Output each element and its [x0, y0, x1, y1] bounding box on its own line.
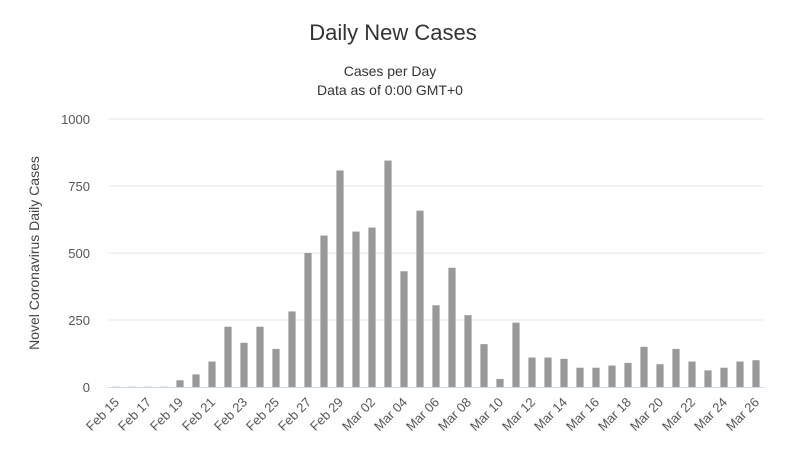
bar [448, 267, 456, 387]
bar [192, 374, 200, 387]
bar [400, 271, 408, 387]
bar [640, 346, 648, 387]
x-tick-label: Feb 21 [179, 395, 218, 434]
x-tick-label: Mar 02 [339, 395, 378, 434]
bar [704, 370, 712, 387]
bar [624, 362, 632, 387]
x-tick-label: Mar 24 [691, 395, 730, 434]
y-axis-ticks: 0 250 500 750 1000 [61, 112, 90, 395]
x-tick-label: Mar 08 [435, 395, 474, 434]
bar [320, 235, 328, 387]
bar [416, 210, 424, 387]
x-tick-label: Feb 17 [115, 395, 154, 434]
y-tick-label: 250 [68, 313, 90, 328]
x-tick-label: Mar 14 [531, 395, 570, 434]
x-tick-label: Feb 19 [147, 395, 186, 434]
x-tick-label: Mar 10 [467, 395, 506, 434]
x-tick-label: Mar 18 [595, 395, 634, 434]
x-tick-label: Mar 22 [659, 395, 698, 434]
y-axis-label: Novel Coronavirus Daily Cases [26, 156, 42, 350]
bar [384, 160, 392, 387]
x-tick-label: Mar 06 [403, 395, 442, 434]
chart-title: Daily New Cases [309, 20, 477, 45]
y-tick-label: 1000 [61, 112, 90, 127]
bar [288, 311, 296, 387]
x-tick-label: Mar 12 [499, 395, 538, 434]
bar [240, 342, 248, 387]
bar [496, 378, 504, 387]
bar [352, 231, 360, 387]
bar [720, 367, 728, 387]
chart-subtitle-line-2: Data as of 0:00 GMT+0 [317, 82, 463, 98]
bar [688, 361, 696, 387]
bar [480, 344, 488, 387]
bar [656, 364, 664, 387]
bar [528, 357, 536, 387]
x-tick-label: Feb 27 [275, 395, 314, 434]
bar [592, 367, 600, 387]
y-tick-label: 750 [68, 179, 90, 194]
bars [112, 160, 760, 387]
bar [272, 348, 280, 387]
bar [176, 380, 184, 387]
bar [304, 253, 312, 387]
bar [512, 322, 520, 387]
chart-subtitle-line-1: Cases per Day [344, 63, 437, 79]
bar [608, 365, 616, 387]
bar [752, 360, 760, 387]
x-tick-label: Feb 25 [243, 395, 282, 434]
x-tick-label: Mar 20 [627, 395, 666, 434]
bar [736, 361, 744, 387]
bar [432, 305, 440, 387]
bar [208, 361, 216, 387]
x-tick-label: Feb 15 [83, 395, 122, 434]
grid-lines [108, 118, 764, 321]
bar [576, 367, 584, 387]
bar [544, 357, 552, 387]
bar [256, 326, 264, 387]
bar [672, 348, 680, 387]
x-tick-label: Mar 04 [371, 395, 410, 434]
bar [368, 227, 376, 387]
bar [224, 326, 232, 387]
y-tick-label: 0 [83, 380, 90, 395]
bar [464, 315, 472, 387]
x-tick-label: Mar 26 [723, 395, 762, 434]
x-tick-label: Feb 29 [307, 395, 346, 434]
x-tick-label: Feb 23 [211, 395, 250, 434]
y-tick-label: 500 [68, 246, 90, 261]
bar [336, 170, 344, 387]
bar [560, 358, 568, 387]
x-tick-label: Mar 16 [563, 395, 602, 434]
